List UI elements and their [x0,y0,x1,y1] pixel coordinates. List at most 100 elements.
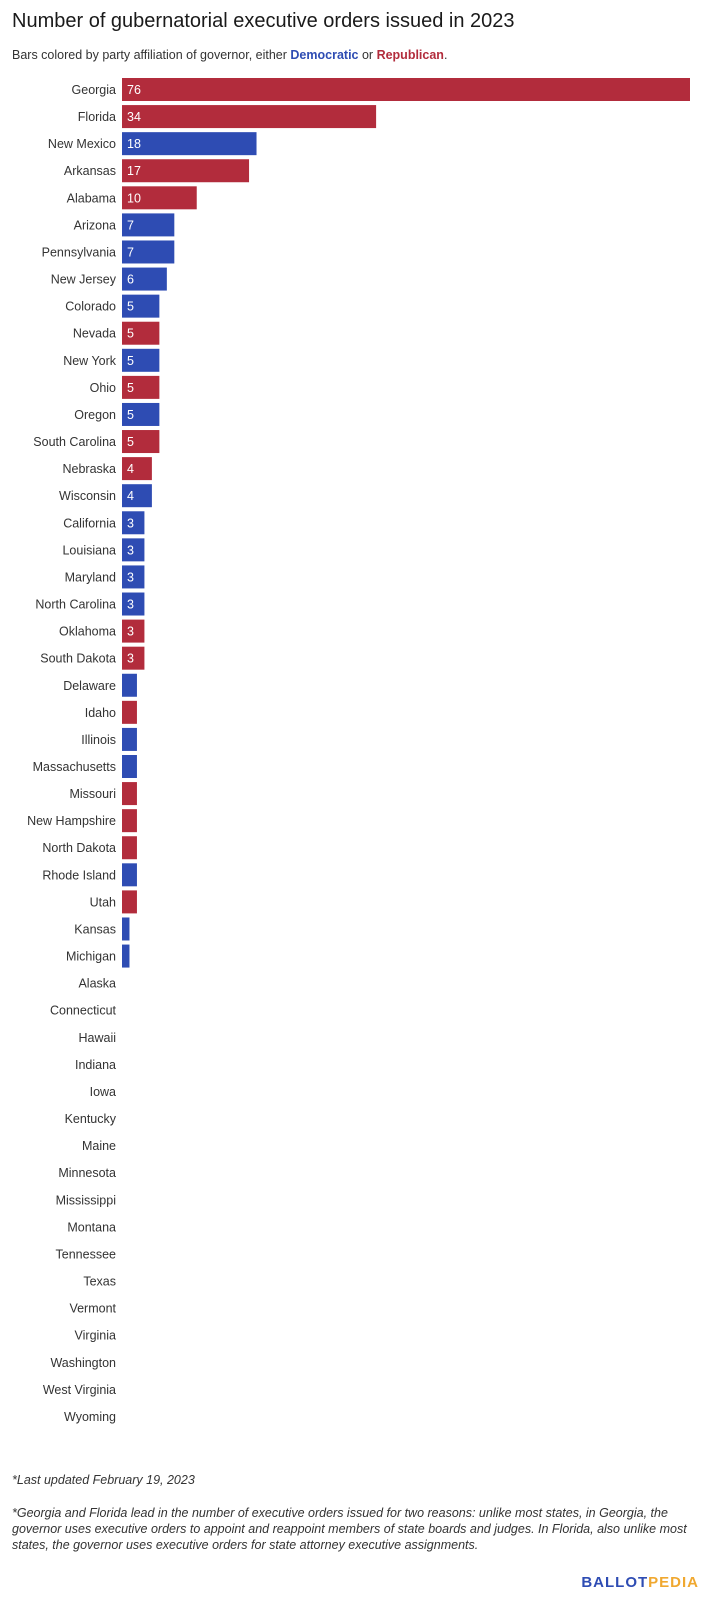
legend-democratic: Democratic [290,48,359,62]
category-label-ohio: Ohio [90,381,116,395]
category-label-iowa: Iowa [90,1085,116,1099]
category-label-massachusetts: Massachusetts [33,760,116,774]
category-label-washington: Washington [50,1356,116,1370]
bar-massachusetts[interactable] [122,755,137,778]
value-label-south-carolina: 5 [127,435,134,449]
category-label-minnesota: Minnesota [58,1166,116,1180]
bar-oklahoma[interactable] [122,619,145,643]
value-label-nebraska: 4 [127,462,134,476]
category-label-wisconsin: Wisconsin [59,489,116,503]
category-label-new-jersey: New Jersey [51,273,117,287]
bar-rhode-island[interactable] [122,863,137,887]
value-label-oklahoma: 3 [127,625,134,639]
value-label-florida: 34 [127,110,141,124]
bar-new-jersey[interactable] [122,267,167,291]
bar-california[interactable] [122,511,145,535]
bar-north-dakota[interactable] [122,836,137,860]
category-label-wyoming: Wyoming [64,1410,116,1424]
bar-new-mexico[interactable] [122,132,257,156]
category-label-hawaii: Hawaii [78,1031,116,1045]
bar-south-dakota[interactable] [122,646,145,670]
value-label-nevada: 5 [127,327,134,341]
bar-michigan[interactable] [122,944,130,968]
value-label-wisconsin: 4 [127,489,134,503]
category-label-new-hampshire: New Hampshire [27,814,116,828]
category-label-north-carolina: North Carolina [35,598,116,612]
bar-maryland[interactable] [122,565,145,589]
category-label-mississippi: Mississippi [56,1193,116,1207]
category-label-connecticut: Connecticut [50,1004,117,1018]
bar-north-carolina[interactable] [122,592,145,616]
subtitle-suffix: . [443,48,448,62]
value-label-new-jersey: 6 [127,273,134,287]
category-label-idaho: Idaho [85,706,116,720]
category-label-pennsylvania: Pennsylvania [42,245,116,259]
bar-arkansas[interactable] [122,159,250,183]
category-label-arizona: Arizona [74,218,116,232]
bar-new-york[interactable] [122,348,160,372]
bar-nebraska[interactable] [122,457,152,481]
category-label-alabama: Alabama [67,191,116,205]
category-label-west-virginia: West Virginia [43,1383,116,1397]
category-label-missouri: Missouri [69,787,116,801]
bar-colorado[interactable] [122,294,160,318]
category-label-virginia: Virginia [75,1329,117,1343]
bar-georgia[interactable] [122,78,690,101]
category-label-georgia: Georgia [72,83,117,97]
category-label-alaska: Alaska [78,977,116,991]
category-label-arkansas: Arkansas [64,164,116,178]
ballotpedia-logo[interactable]: BALLOTPEDIA [581,1574,699,1591]
category-label-utah: Utah [90,895,116,909]
category-label-kansas: Kansas [74,922,116,936]
bar-arizona[interactable] [122,213,175,237]
bar-ohio[interactable] [122,375,160,399]
bar-idaho[interactable] [122,700,137,724]
bar-oregon[interactable] [122,402,160,426]
subtitle-middle: or [358,48,377,62]
value-label-south-dakota: 3 [127,652,134,666]
category-label-tennessee: Tennessee [56,1247,117,1261]
bar-florida[interactable] [122,105,377,129]
value-label-new-york: 5 [127,354,134,368]
bar-wisconsin[interactable] [122,484,152,508]
category-label-south-dakota: South Dakota [40,652,116,666]
value-label-oregon: 5 [127,408,134,422]
bar-south-carolina[interactable] [122,430,160,454]
value-label-new-mexico: 18 [127,137,141,151]
category-label-montana: Montana [67,1220,116,1234]
last-updated-note: *Last updated February 19, 2023 [12,1473,195,1487]
bar-alabama[interactable] [122,186,197,210]
category-label-south-carolina: South Carolina [33,435,116,449]
category-label-new-mexico: New Mexico [48,137,116,151]
category-label-oregon: Oregon [74,408,116,422]
value-label-louisiana: 3 [127,543,134,557]
value-label-maryland: 3 [127,570,134,584]
legend-republican: Republican [376,48,444,62]
bar-new-hampshire[interactable] [122,809,137,833]
category-label-nevada: Nevada [73,327,116,341]
bar-pennsylvania[interactable] [122,240,175,264]
chart-subtitle: Bars colored by party affiliation of gov… [12,48,447,62]
value-label-pennsylvania: 7 [127,245,134,259]
category-label-kentucky: Kentucky [65,1112,117,1126]
bar-nevada[interactable] [122,321,160,345]
category-label-michigan: Michigan [66,950,116,964]
category-label-maryland: Maryland [65,570,116,584]
value-label-arkansas: 17 [127,164,141,178]
bar-missouri[interactable] [122,782,137,806]
bar-kansas[interactable] [122,917,130,941]
bar-utah[interactable] [122,890,137,914]
value-label-arizona: 7 [127,218,134,232]
category-label-florida: Florida [78,110,116,124]
bar-louisiana[interactable] [122,538,145,562]
bar-delaware[interactable] [122,673,137,697]
bar-illinois[interactable] [122,727,137,751]
category-label-california: California [63,516,116,530]
category-label-north-dakota: North Dakota [42,841,116,855]
value-label-california: 3 [127,516,134,530]
category-label-new-york: New York [63,354,117,368]
value-label-colorado: 5 [127,300,134,314]
chart-title: Number of gubernatorial executive orders… [12,10,515,32]
logo-part-ballot: BALLOT [581,1574,649,1591]
